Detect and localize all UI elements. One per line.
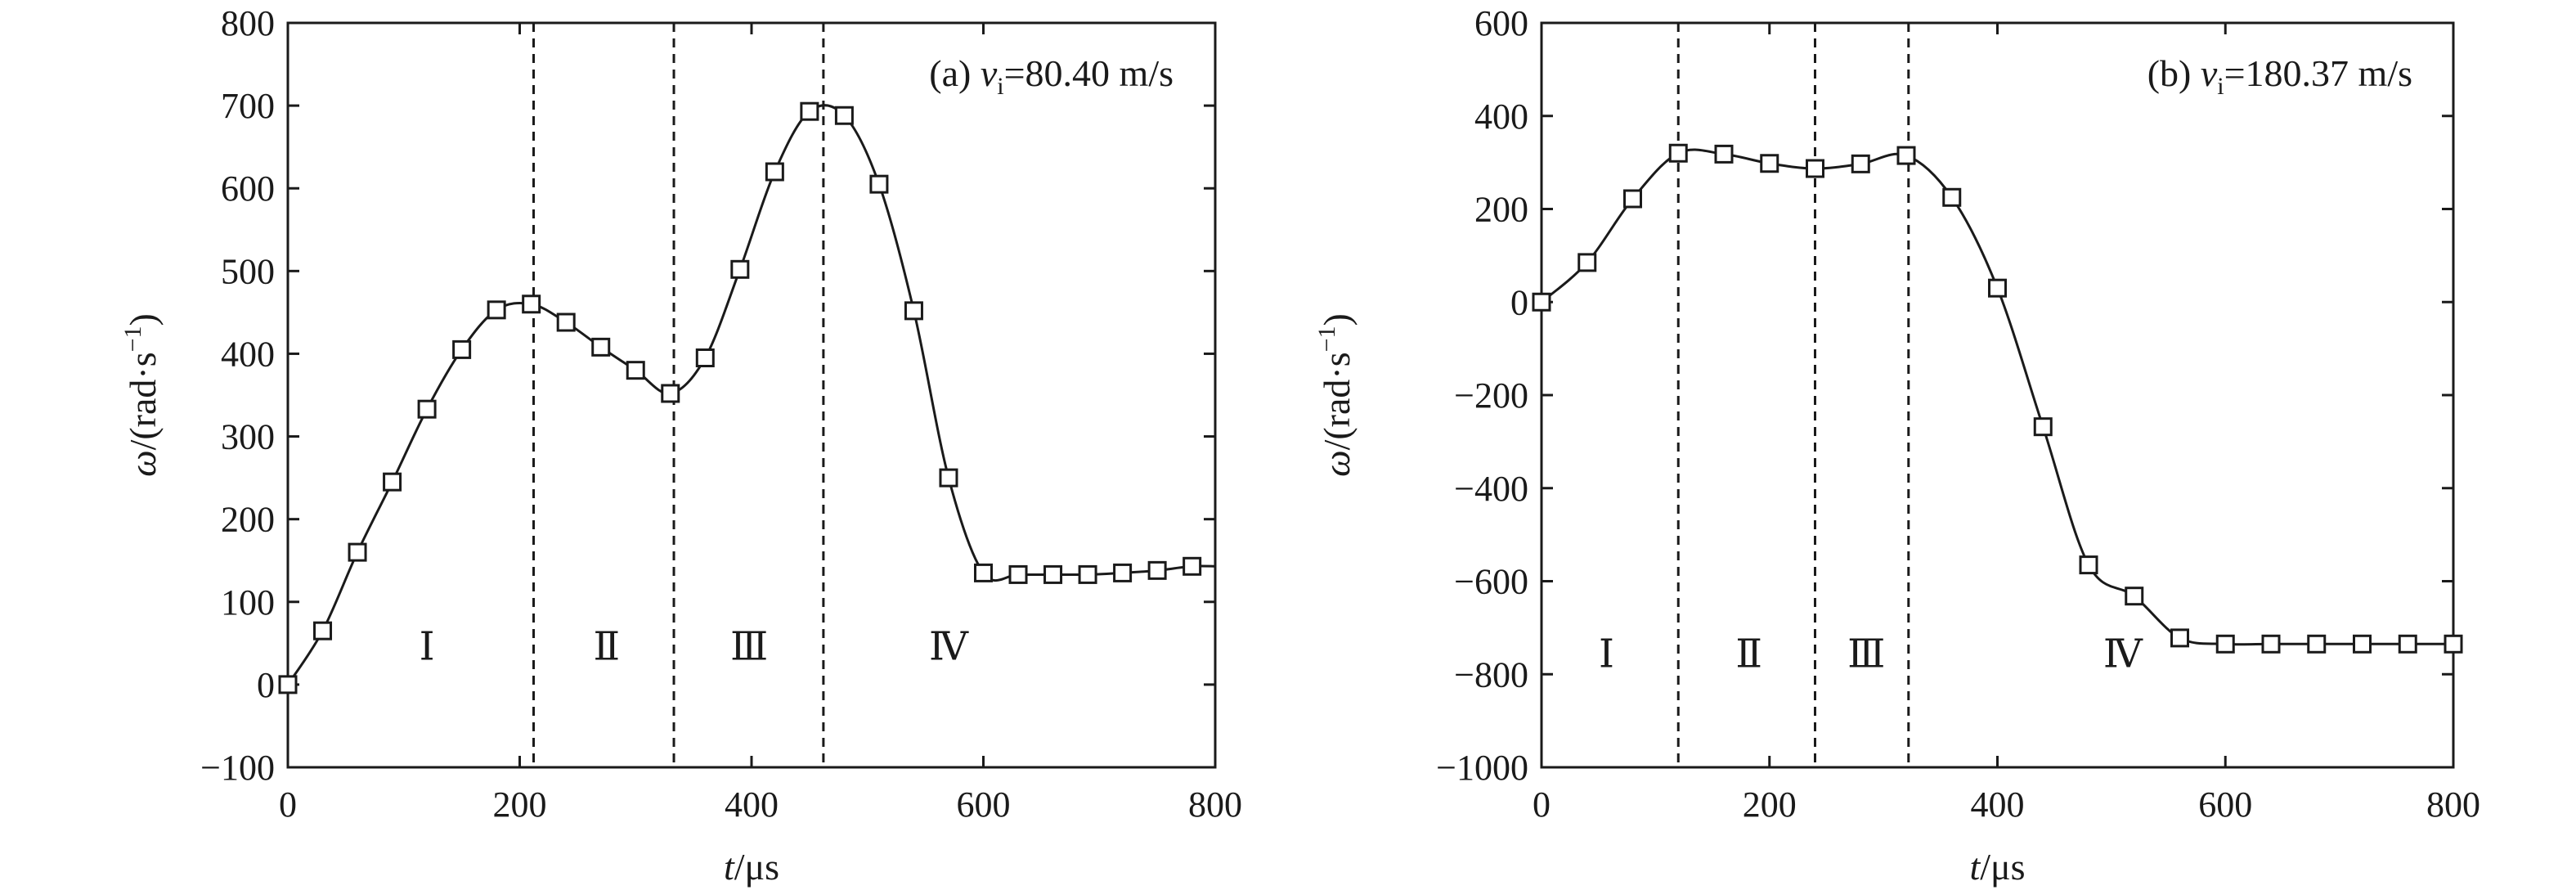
- x-tick-label: 800: [2426, 784, 2480, 825]
- y-tick-label: −400: [1454, 469, 1528, 509]
- data-point-marker: [1078, 564, 1097, 584]
- x-axis-title: t/μs: [724, 846, 779, 888]
- y-tick-label: 200: [221, 500, 275, 540]
- y-tick-label: 200: [1474, 190, 1528, 230]
- data-point-marker: [2215, 634, 2235, 654]
- data-point-marker: [1532, 292, 1551, 312]
- y-tick-label: 600: [1474, 3, 1528, 43]
- data-point-marker: [800, 101, 819, 121]
- panel-annotation: (b) vi=180.37 m/s: [2147, 52, 2412, 100]
- data-point-marker: [313, 621, 333, 641]
- phase-label: Ⅰ: [1599, 633, 1614, 676]
- data-point-marker: [522, 294, 541, 314]
- x-tick-label: 0: [279, 784, 297, 825]
- x-tick-label: 600: [957, 784, 1011, 825]
- data-point-marker: [1714, 144, 1734, 164]
- data-point-marker: [2353, 634, 2372, 654]
- y-tick-label: −600: [1454, 562, 1528, 602]
- data-point-marker: [417, 399, 437, 419]
- y-tick-label: 500: [221, 251, 275, 291]
- y-tick-label: −1000: [1436, 748, 1528, 788]
- data-point-marker: [1008, 564, 1028, 584]
- y-tick-label: 800: [221, 3, 275, 43]
- y-tick-label: −200: [1454, 375, 1528, 416]
- data-point-marker: [730, 259, 750, 279]
- series-line: [286, 104, 1216, 685]
- phase-label: Ⅰ: [420, 626, 435, 669]
- data-point-marker: [2033, 417, 2053, 437]
- data-point-marker: [1942, 187, 1962, 207]
- data-point-marker: [1623, 189, 1642, 209]
- chart-panel-b: −1000 −800 −600 −400 −200 0 200 400 600 0 200 400 60…: [1313, 3, 2480, 888]
- data-point-marker: [1147, 560, 1167, 580]
- y-tick-label: 300: [221, 417, 275, 457]
- data-point-marker: [1760, 154, 1779, 173]
- data-point-marker: [452, 339, 472, 359]
- data-point-marker: [2170, 628, 2189, 648]
- data-point-marker: [591, 337, 611, 357]
- y-tick-label: 100: [221, 582, 275, 623]
- y-tick-label: −800: [1454, 654, 1528, 694]
- data-point-marker: [974, 563, 993, 582]
- data-point-marker: [383, 472, 402, 492]
- panel-annotation: (a) vi=80.40 m/s: [929, 52, 1174, 100]
- phase-label: Ⅳ: [2103, 633, 2143, 676]
- data-point-marker: [695, 348, 715, 367]
- data-point-marker: [1113, 563, 1133, 582]
- data-point-marker: [1577, 253, 1597, 272]
- phase-label: Ⅲ: [730, 626, 768, 669]
- data-point-marker: [1896, 146, 1916, 165]
- y-tick-label: 0: [257, 665, 275, 705]
- data-point-marker: [2444, 634, 2463, 654]
- y-tick-label: 600: [221, 169, 275, 209]
- data-point-marker: [834, 106, 854, 125]
- data-point-marker: [2079, 555, 2098, 575]
- data-point-marker: [661, 384, 680, 403]
- x-tick-label: 600: [2198, 784, 2252, 825]
- y-axis-title: ω/(rad·s−1): [119, 313, 164, 477]
- phase-label: Ⅱ: [594, 626, 621, 669]
- data-point-marker: [2125, 587, 2144, 606]
- x-tick-label: 800: [1188, 784, 1242, 825]
- data-point-marker: [1806, 159, 1824, 178]
- x-tick-label: 200: [1743, 784, 1797, 825]
- data-point-marker: [348, 542, 367, 562]
- data-point-marker: [2398, 634, 2417, 654]
- data-point-marker: [487, 300, 506, 320]
- x-tick-label: 400: [725, 784, 779, 825]
- data-point-marker: [765, 162, 784, 182]
- x-axis-title: t/μs: [1969, 846, 2025, 888]
- y-tick-label: 400: [1474, 97, 1528, 137]
- data-point-marker: [1668, 143, 1688, 163]
- x-tick-label: 200: [493, 784, 547, 825]
- data-point-marker: [2307, 634, 2327, 654]
- y-tick-label: 700: [221, 86, 275, 126]
- x-tick-label: 400: [1971, 784, 2025, 825]
- data-point-marker: [1851, 154, 1870, 173]
- data-point-marker: [1043, 564, 1063, 584]
- x-tick-label: 0: [1533, 784, 1551, 825]
- data-point-marker: [1183, 556, 1202, 576]
- phase-label: Ⅱ: [1735, 633, 1762, 676]
- data-point-marker: [626, 361, 645, 380]
- data-point-marker: [278, 675, 298, 694]
- y-tick-label: 0: [1510, 282, 1528, 322]
- y-tick-label: −100: [200, 748, 275, 788]
- data-point-marker: [2261, 634, 2281, 654]
- data-point-marker: [1988, 278, 2007, 298]
- y-tick-label: 400: [221, 334, 275, 374]
- phase-label: Ⅲ: [1847, 633, 1885, 676]
- data-point-marker: [904, 301, 923, 321]
- data-point-marker: [869, 174, 889, 194]
- data-point-marker: [939, 468, 958, 488]
- phase-label: Ⅳ: [929, 626, 969, 669]
- y-axis-title: ω/(rad·s−1): [1313, 313, 1358, 477]
- data-point-marker: [556, 312, 576, 332]
